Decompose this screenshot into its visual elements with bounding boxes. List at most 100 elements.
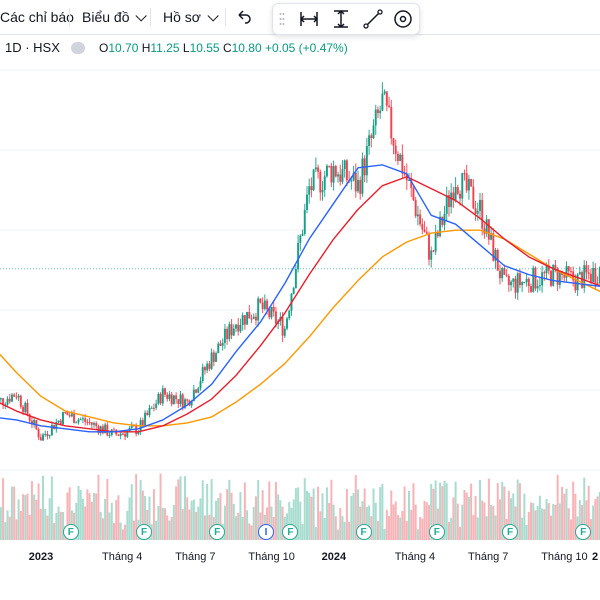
candle-body	[286, 318, 289, 329]
candle-body	[485, 219, 488, 234]
candle-body	[503, 268, 506, 275]
chart-type-button[interactable]: Biểu đồ	[82, 0, 148, 34]
candle-body	[124, 433, 127, 437]
candle-body	[578, 272, 581, 275]
volume-bar	[155, 520, 158, 540]
time-axis-label: Tháng 10	[541, 551, 588, 563]
volume-bar	[587, 485, 590, 540]
candle-body	[465, 173, 468, 191]
price-range-icon[interactable]	[329, 7, 353, 31]
candle-body	[292, 288, 295, 294]
volume-bar	[334, 516, 337, 540]
financials-event-icon[interactable]: F	[355, 524, 372, 540]
candle-body	[137, 431, 140, 435]
candle-body	[321, 189, 324, 193]
volume-bar	[223, 505, 226, 540]
volume-bar	[343, 522, 346, 540]
candle-body	[450, 192, 453, 207]
candle-body	[474, 208, 477, 214]
candle-body	[212, 352, 215, 362]
candle-body	[325, 165, 328, 177]
candle-body	[141, 420, 144, 426]
volume-bar	[124, 524, 127, 540]
volume-bar	[81, 498, 84, 540]
candle-body	[516, 273, 519, 293]
candle-body	[552, 265, 555, 286]
candle-body	[574, 280, 577, 291]
volume-bar	[33, 494, 36, 540]
volume-bar	[423, 500, 426, 540]
candle-body	[19, 395, 22, 407]
volume-bar	[24, 494, 27, 540]
candle-body	[270, 306, 273, 318]
financials-event-icon[interactable]: F	[62, 524, 79, 540]
volume-bar	[314, 527, 317, 540]
financials-event-icon[interactable]: F	[428, 524, 445, 540]
volume-bar	[279, 500, 282, 540]
ohlc-values: O10.70 H11.25 L10.55 C10.80 +0.05 (+0.47…	[99, 38, 348, 58]
open-value: 10.70	[108, 41, 139, 55]
candle-body	[108, 435, 111, 437]
profile-label: Hồ sơ	[163, 9, 201, 25]
profile-button[interactable]: Hồ sơ	[163, 0, 219, 34]
volume-bar	[95, 493, 98, 540]
symbol-interval[interactable]: 1D · HSX	[5, 40, 60, 55]
circle-target-icon[interactable]	[391, 7, 415, 31]
date-range-icon[interactable]	[297, 7, 321, 31]
volume-bar	[310, 496, 313, 540]
financials-event-icon[interactable]: F	[209, 524, 226, 540]
volume-bar	[392, 504, 395, 540]
candle-body	[48, 435, 51, 437]
price-chart[interactable]	[0, 60, 600, 545]
volume-bar	[201, 480, 204, 540]
volume-bar	[254, 496, 257, 540]
volume-bar	[297, 487, 300, 540]
candle-body	[598, 267, 600, 283]
candle-body	[337, 174, 340, 177]
candle-body	[203, 367, 206, 371]
candle-body	[28, 414, 31, 421]
volume-bar	[527, 511, 530, 540]
candle-body	[361, 158, 364, 194]
volume-bar	[141, 490, 144, 540]
volume-bar	[578, 500, 581, 540]
indicators-button[interactable]: Các chỉ báo	[0, 9, 74, 25]
undo-button[interactable]	[236, 0, 254, 34]
candle-body	[221, 342, 224, 346]
visibility-icon[interactable]	[71, 42, 85, 54]
info-event-icon[interactable]: I	[258, 524, 274, 540]
volume-bar	[10, 486, 13, 540]
grip-handle-icon[interactable]	[279, 12, 285, 26]
candle-body	[246, 311, 249, 325]
candle-body	[532, 267, 535, 292]
candle-body	[308, 186, 311, 195]
candle-body	[514, 278, 517, 293]
candle-body	[73, 413, 76, 424]
financials-event-icon[interactable]: F	[502, 524, 518, 540]
low-key: L	[182, 41, 190, 55]
volume-bar	[135, 474, 138, 540]
volume-bar	[197, 506, 200, 540]
trend-line-icon[interactable]	[361, 7, 385, 31]
financials-event-icon[interactable]: F	[282, 524, 299, 540]
volume-bar	[126, 510, 129, 540]
volume-bar	[339, 508, 342, 540]
volume-bar	[472, 515, 475, 540]
volume-bar	[321, 493, 324, 540]
volume-bar	[381, 484, 384, 540]
volume-bar	[257, 479, 260, 540]
volume-bar	[434, 480, 437, 540]
volume-bar	[46, 515, 49, 540]
volume-bar	[572, 481, 575, 540]
financials-event-icon[interactable]: F	[136, 524, 152, 540]
candle-body	[44, 433, 47, 435]
volume-bar	[376, 521, 379, 540]
financials-event-icon[interactable]: F	[575, 524, 592, 540]
candle-body	[456, 187, 459, 194]
volume-bar	[203, 515, 206, 540]
volume-bar	[516, 479, 519, 540]
time-axis[interactable]: 2023 Tháng 4 Tháng 7 Tháng 10 2024 Tháng 4 Thá…	[0, 545, 600, 571]
volume-bar	[536, 505, 539, 540]
volume-bar	[432, 488, 435, 540]
candle-body	[547, 265, 550, 271]
